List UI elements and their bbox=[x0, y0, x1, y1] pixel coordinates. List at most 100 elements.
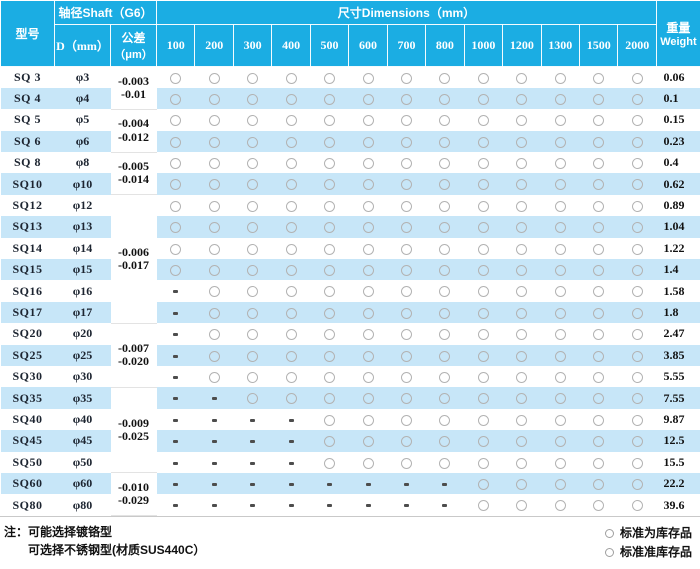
available-circle-icon bbox=[554, 457, 566, 469]
available-circle-icon bbox=[208, 136, 220, 148]
diameter-cell: φ4 bbox=[54, 87, 111, 110]
available-circle-icon bbox=[477, 72, 489, 84]
availability-cell bbox=[348, 344, 388, 366]
semi-stock-circle-icon bbox=[604, 547, 614, 557]
availability-cell bbox=[618, 238, 656, 259]
availability-cell bbox=[426, 238, 464, 259]
availability-cell bbox=[195, 494, 233, 515]
available-circle-icon bbox=[439, 393, 451, 405]
weight-cell: 5.55 bbox=[663, 369, 685, 384]
availability-cell bbox=[617, 472, 657, 495]
available-circle-icon bbox=[554, 93, 566, 105]
availability-cell bbox=[233, 216, 272, 238]
availability-cell bbox=[502, 130, 542, 153]
available-circle-icon bbox=[516, 93, 528, 105]
available-circle-icon bbox=[593, 265, 605, 277]
availability-cell bbox=[194, 472, 234, 495]
available-circle-icon bbox=[285, 136, 297, 148]
availability-cell bbox=[579, 173, 618, 195]
availability-cell bbox=[502, 472, 542, 495]
available-circle-icon bbox=[477, 350, 489, 362]
available-circle-icon bbox=[400, 179, 412, 191]
available-circle-icon bbox=[477, 243, 489, 255]
weight-cell: 0.23 bbox=[656, 130, 700, 153]
table-row: SQ25 φ25 3.85 bbox=[0, 344, 700, 366]
availability-cell bbox=[233, 109, 271, 130]
availability-cell bbox=[464, 280, 502, 301]
available-circle-icon bbox=[247, 307, 259, 319]
unavailable-dash-icon bbox=[173, 290, 179, 294]
weight-cell: 0.15 bbox=[663, 112, 685, 127]
availability-cell bbox=[426, 409, 464, 430]
availability-cell bbox=[502, 259, 542, 281]
footnote-line-2: 可选择不锈钢型(材质SUS440C） bbox=[28, 542, 206, 557]
availability-cell bbox=[310, 301, 349, 324]
model-cell: SQ20 bbox=[12, 326, 43, 341]
available-circle-icon bbox=[362, 307, 374, 319]
legend-item-semi-stock: 标准准库存品 bbox=[604, 543, 692, 562]
availability-cell bbox=[156, 387, 195, 409]
availability-cell bbox=[502, 216, 542, 238]
unavailable-dash-icon bbox=[250, 461, 256, 465]
availability-cell bbox=[617, 430, 657, 452]
availability-cell bbox=[541, 366, 579, 387]
availability-cell bbox=[387, 280, 425, 301]
unavailable-dash-icon bbox=[288, 418, 294, 422]
shaft-spec-table: 型号 轴径Shaft（G6） 尺寸Dimensions（mm） 重量 Weigh… bbox=[0, 0, 700, 517]
table-row: SQ30 φ30 5.55 bbox=[1, 366, 700, 387]
availability-cell bbox=[349, 238, 387, 259]
availability-cell bbox=[272, 152, 310, 173]
available-circle-icon bbox=[516, 436, 528, 448]
availability-cell bbox=[348, 173, 388, 195]
available-circle-icon bbox=[554, 350, 566, 362]
available-circle-icon bbox=[170, 158, 182, 170]
availability-cell bbox=[157, 109, 195, 130]
available-circle-icon bbox=[554, 500, 566, 512]
availability-cell bbox=[195, 195, 233, 216]
availability-cell bbox=[271, 87, 311, 110]
availability-cell bbox=[579, 430, 618, 452]
availability-cell bbox=[502, 430, 542, 452]
available-circle-icon bbox=[439, 115, 451, 127]
dimension-column-header: 600 bbox=[348, 24, 388, 67]
availability-cell bbox=[272, 409, 310, 430]
available-circle-icon bbox=[400, 243, 412, 255]
available-circle-icon bbox=[593, 222, 605, 234]
available-circle-icon bbox=[400, 286, 412, 298]
available-circle-icon bbox=[170, 200, 182, 212]
availability-cell bbox=[426, 280, 464, 301]
tolerance-cell: -0.004 -0.012 bbox=[110, 109, 157, 153]
available-circle-icon bbox=[593, 115, 605, 127]
tolerance-value: -0.007 bbox=[118, 341, 149, 356]
available-circle-icon bbox=[477, 200, 489, 212]
available-circle-icon bbox=[400, 371, 412, 383]
availability-cell bbox=[157, 494, 195, 515]
model-cell: SQ 8 bbox=[13, 155, 41, 170]
available-circle-icon bbox=[324, 371, 336, 383]
availability-cell bbox=[618, 409, 656, 430]
model-cell: SQ17 bbox=[0, 301, 55, 324]
availability-cell bbox=[618, 323, 656, 344]
model-cell: SQ60 bbox=[0, 472, 55, 495]
available-circle-icon bbox=[477, 158, 489, 170]
diameter-cell: φ30 bbox=[72, 369, 93, 384]
availability-cell bbox=[310, 259, 349, 281]
available-circle-icon bbox=[554, 307, 566, 319]
available-circle-icon bbox=[516, 307, 528, 319]
availability-cell bbox=[580, 409, 618, 430]
available-circle-icon bbox=[554, 136, 566, 148]
model-cell: SQ14 bbox=[12, 240, 43, 255]
available-circle-icon bbox=[324, 414, 336, 426]
available-circle-icon bbox=[170, 265, 182, 277]
available-circle-icon bbox=[362, 72, 374, 84]
availability-cell bbox=[464, 238, 502, 259]
weight-cell: 1.58 bbox=[663, 283, 685, 298]
tolerance-column-header: 公差 （μm） bbox=[109, 24, 158, 67]
availability-cell bbox=[541, 109, 579, 130]
available-circle-icon bbox=[285, 286, 297, 298]
unavailable-dash-icon bbox=[365, 504, 371, 508]
availability-cell bbox=[464, 323, 502, 344]
available-circle-icon bbox=[247, 158, 259, 170]
available-circle-icon bbox=[516, 286, 528, 298]
unavailable-dash-icon bbox=[173, 461, 179, 465]
